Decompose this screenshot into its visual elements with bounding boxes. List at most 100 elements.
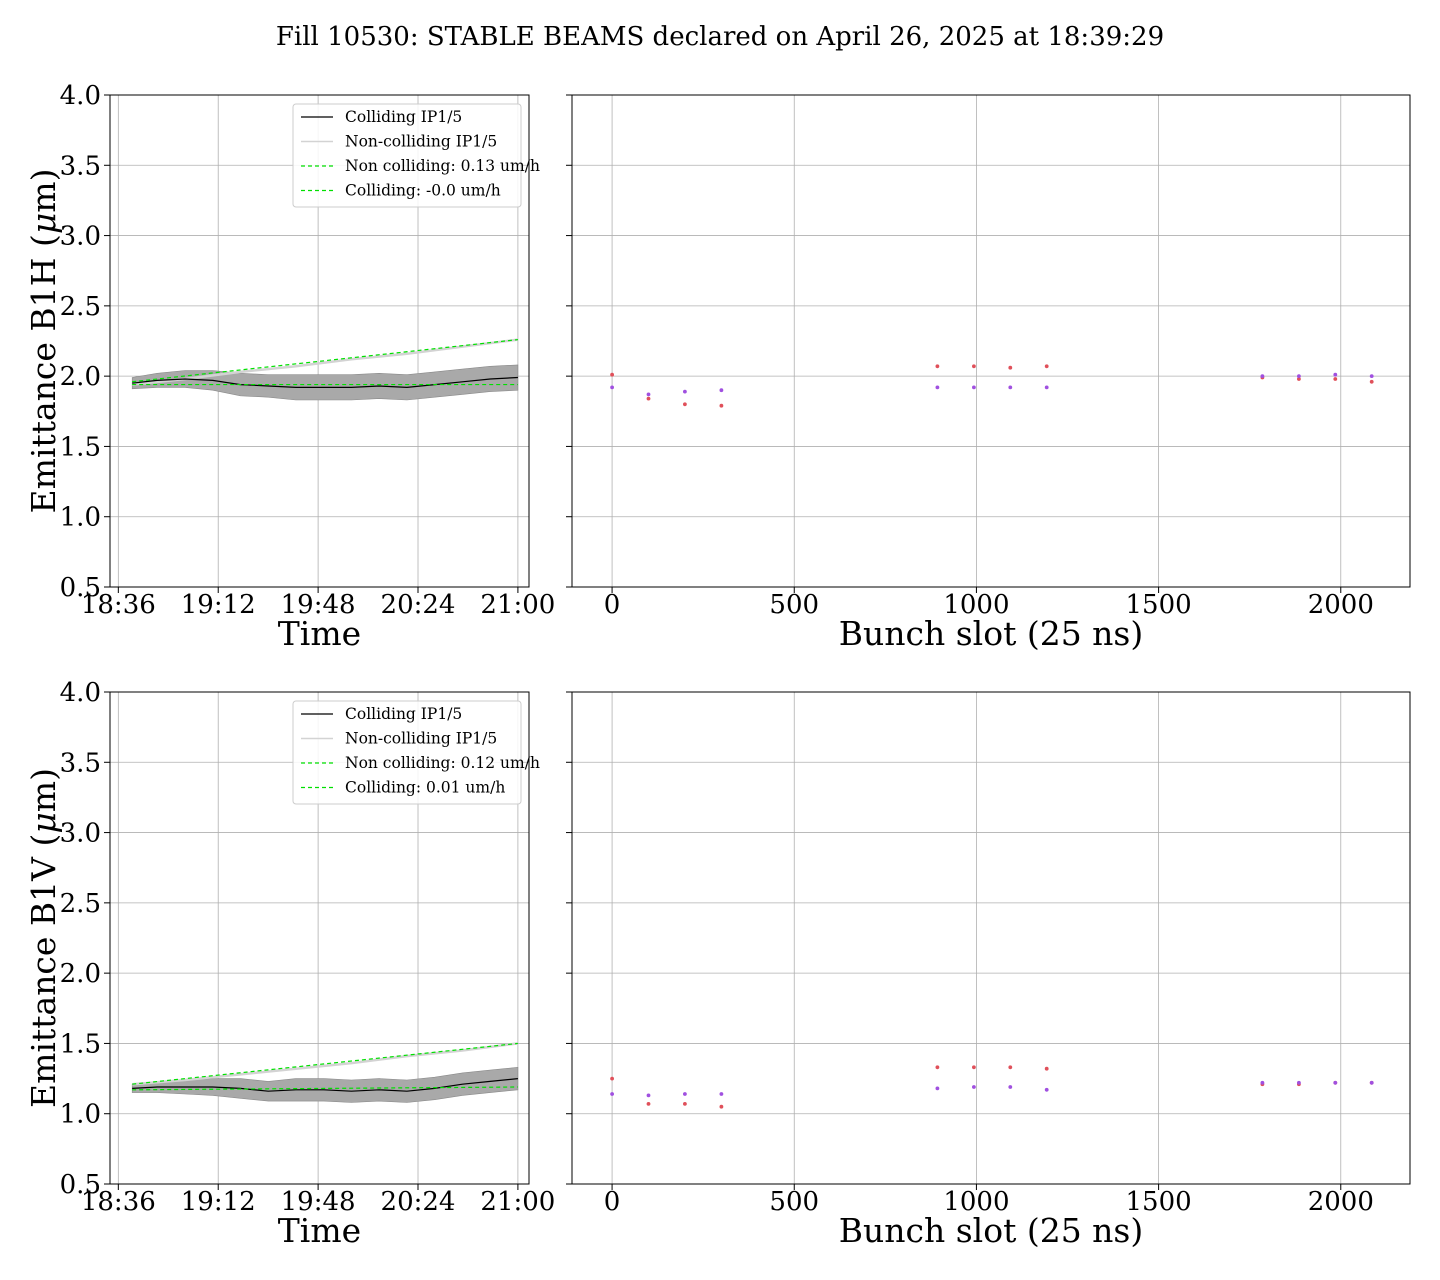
bunch-point-bunch_b [1333,1080,1338,1085]
panel-bottom-right: 0 500 1000 1500 2000 Bunch slot (25 ns) [566,691,1411,1250]
legend-colliding-fit-label: Colliding: 0.01 um/h [345,779,505,797]
bunch-point-bunch_a [1297,377,1301,381]
noncolliding-fit-line [132,1042,518,1085]
bunch-point-bunch_a [935,1065,940,1070]
y-axis-label: Emittance B1V (μm) [24,768,63,1108]
x-tick-label: 500 [769,1187,819,1217]
bunch-point-bunch_b [610,1092,614,1096]
bunch-point-bunch_b [683,389,687,394]
bunch-point-bunch_a [646,1102,651,1106]
colliding-fit-line [132,1086,518,1091]
bunch-point-bunch_b [646,392,651,397]
axes-frame [571,691,1411,1185]
axes-frame [571,94,1411,588]
bunch-point-bunch_a [972,364,976,369]
legend-colliding-label: Colliding IP1/5 [345,705,462,723]
y-tick-label: 4.0 [60,81,101,111]
legend-noncolliding-fit-label: Non colliding: 0.13 um/h [345,157,540,175]
panel-top-right: 0 500 1000 1500 2000 Bunch slot (25 ns) [566,94,1411,653]
bunch-point-bunch_a [683,1102,687,1106]
panel-bottom-left: 0.5 1.0 1.5 2.0 2.5 3.0 3.5 4.0 18:36 19:12 19:48 2… [24,678,555,1250]
x-tick-label: 18:36 [81,590,156,620]
bunch-point-bunch_b [1008,1085,1013,1089]
y-tick-label: 2.5 [60,889,101,919]
x-tick-label: 1000 [943,1187,1009,1217]
axes-frame [109,94,530,588]
legend-box [292,103,522,208]
bunch-point-bunch_b [646,1093,651,1098]
bunch-point-bunch_b [1044,385,1049,390]
bunch-point-bunch_b [719,388,724,393]
x-axis-label: Time [278,1211,361,1250]
bunch-point-bunch_a [1333,377,1338,381]
noncolliding-series-line [132,338,519,386]
x-tick-label: 1000 [943,590,1009,620]
x-tick-label: 2000 [1308,1187,1374,1217]
x-tick-label: 19:12 [181,590,256,620]
legend-noncolliding-label: Non-colliding IP1/5 [345,133,497,151]
bunch-point-bunch_a [1044,1066,1049,1071]
legend-colliding-fit-label: Colliding: -0.0 um/h [345,182,501,200]
colliding-series-line [132,1078,518,1092]
bunch-point-bunch_b [935,385,940,390]
colliding-spread-band [131,1066,519,1103]
y-tick-label: 1.0 [60,503,101,533]
y-axis-label: Emittance B1H (μm) [24,169,63,514]
bunch-point-bunch_b [719,1092,724,1096]
y-tick-label: 4.0 [60,678,101,708]
bunch-point-bunch_b [1297,1080,1301,1085]
x-tick-label: 0 [604,1187,621,1217]
bunch-point-bunch_b [1333,372,1338,377]
bunch-point-bunch_b [1369,1080,1374,1085]
bunch-point-bunch_a [1008,1065,1013,1070]
y-tick-label: 2.0 [60,959,101,989]
y-tick-label: 2.5 [60,292,101,322]
noncolliding-fit-line [132,338,518,383]
y-tick-label: 3.0 [60,222,101,252]
x-tick-label: 19:48 [281,1187,356,1217]
x-tick-label: 1500 [1126,1187,1192,1217]
bunch-point-bunch_a [610,372,614,377]
x-tick-label: 0 [604,590,621,620]
bunch-point-bunch_b [1260,374,1265,378]
noncolliding-series-line [132,1042,519,1086]
x-tick-label: 21:00 [480,1187,555,1217]
bunch-point-bunch_a [719,1104,724,1109]
bunch-point-bunch_b [683,1092,687,1096]
x-tick-label: 19:48 [281,590,356,620]
bunch-point-bunch_b [1008,385,1013,390]
x-tick-label: 1500 [1126,590,1192,620]
bunch-point-bunch_b [1260,1080,1265,1085]
y-tick-label: 1.5 [60,1029,101,1059]
y-tick-label: 3.0 [60,819,101,849]
y-tick-label: 1.0 [60,1100,101,1130]
axes-frame [109,691,530,1185]
legend-colliding-label: Colliding IP1/5 [345,108,462,126]
bunch-point-bunch_b [1297,374,1301,378]
y-tick-label: 3.5 [60,151,101,181]
bunch-point-bunch_a [1369,379,1374,384]
bunch-point-bunch_a [972,1065,976,1070]
x-axis-label: Bunch slot (25 ns) [839,1211,1144,1250]
y-tick-label: 0.5 [60,573,101,603]
x-axis-label: Time [278,614,361,653]
x-axis-label: Bunch slot (25 ns) [839,614,1144,653]
panel-top-left: 0.5 1.0 1.5 2.0 2.5 3.0 3.5 4.0 18:36 19:12 19:48 2… [24,81,555,653]
y-tick-label: 1.5 [60,432,101,462]
bunch-point-bunch_b [610,385,614,390]
x-tick-label: 19:12 [181,1187,256,1217]
bunch-point-bunch_a [935,364,940,369]
x-tick-label: 500 [769,590,819,620]
x-tick-label: 20:24 [381,1187,456,1217]
x-tick-label: 20:24 [381,590,456,620]
y-tick-label: 3.5 [60,748,101,778]
bunch-point-bunch_b [1044,1087,1049,1092]
bunch-point-bunch_a [683,402,687,407]
bunch-point-bunch_b [972,1085,976,1089]
colliding-series-line [132,376,518,389]
legend-noncolliding-fit-label: Non colliding: 0.12 um/h [345,754,540,772]
bunch-point-bunch_b [1369,374,1374,378]
x-tick-label: 21:00 [480,590,555,620]
legend-box [292,700,522,805]
